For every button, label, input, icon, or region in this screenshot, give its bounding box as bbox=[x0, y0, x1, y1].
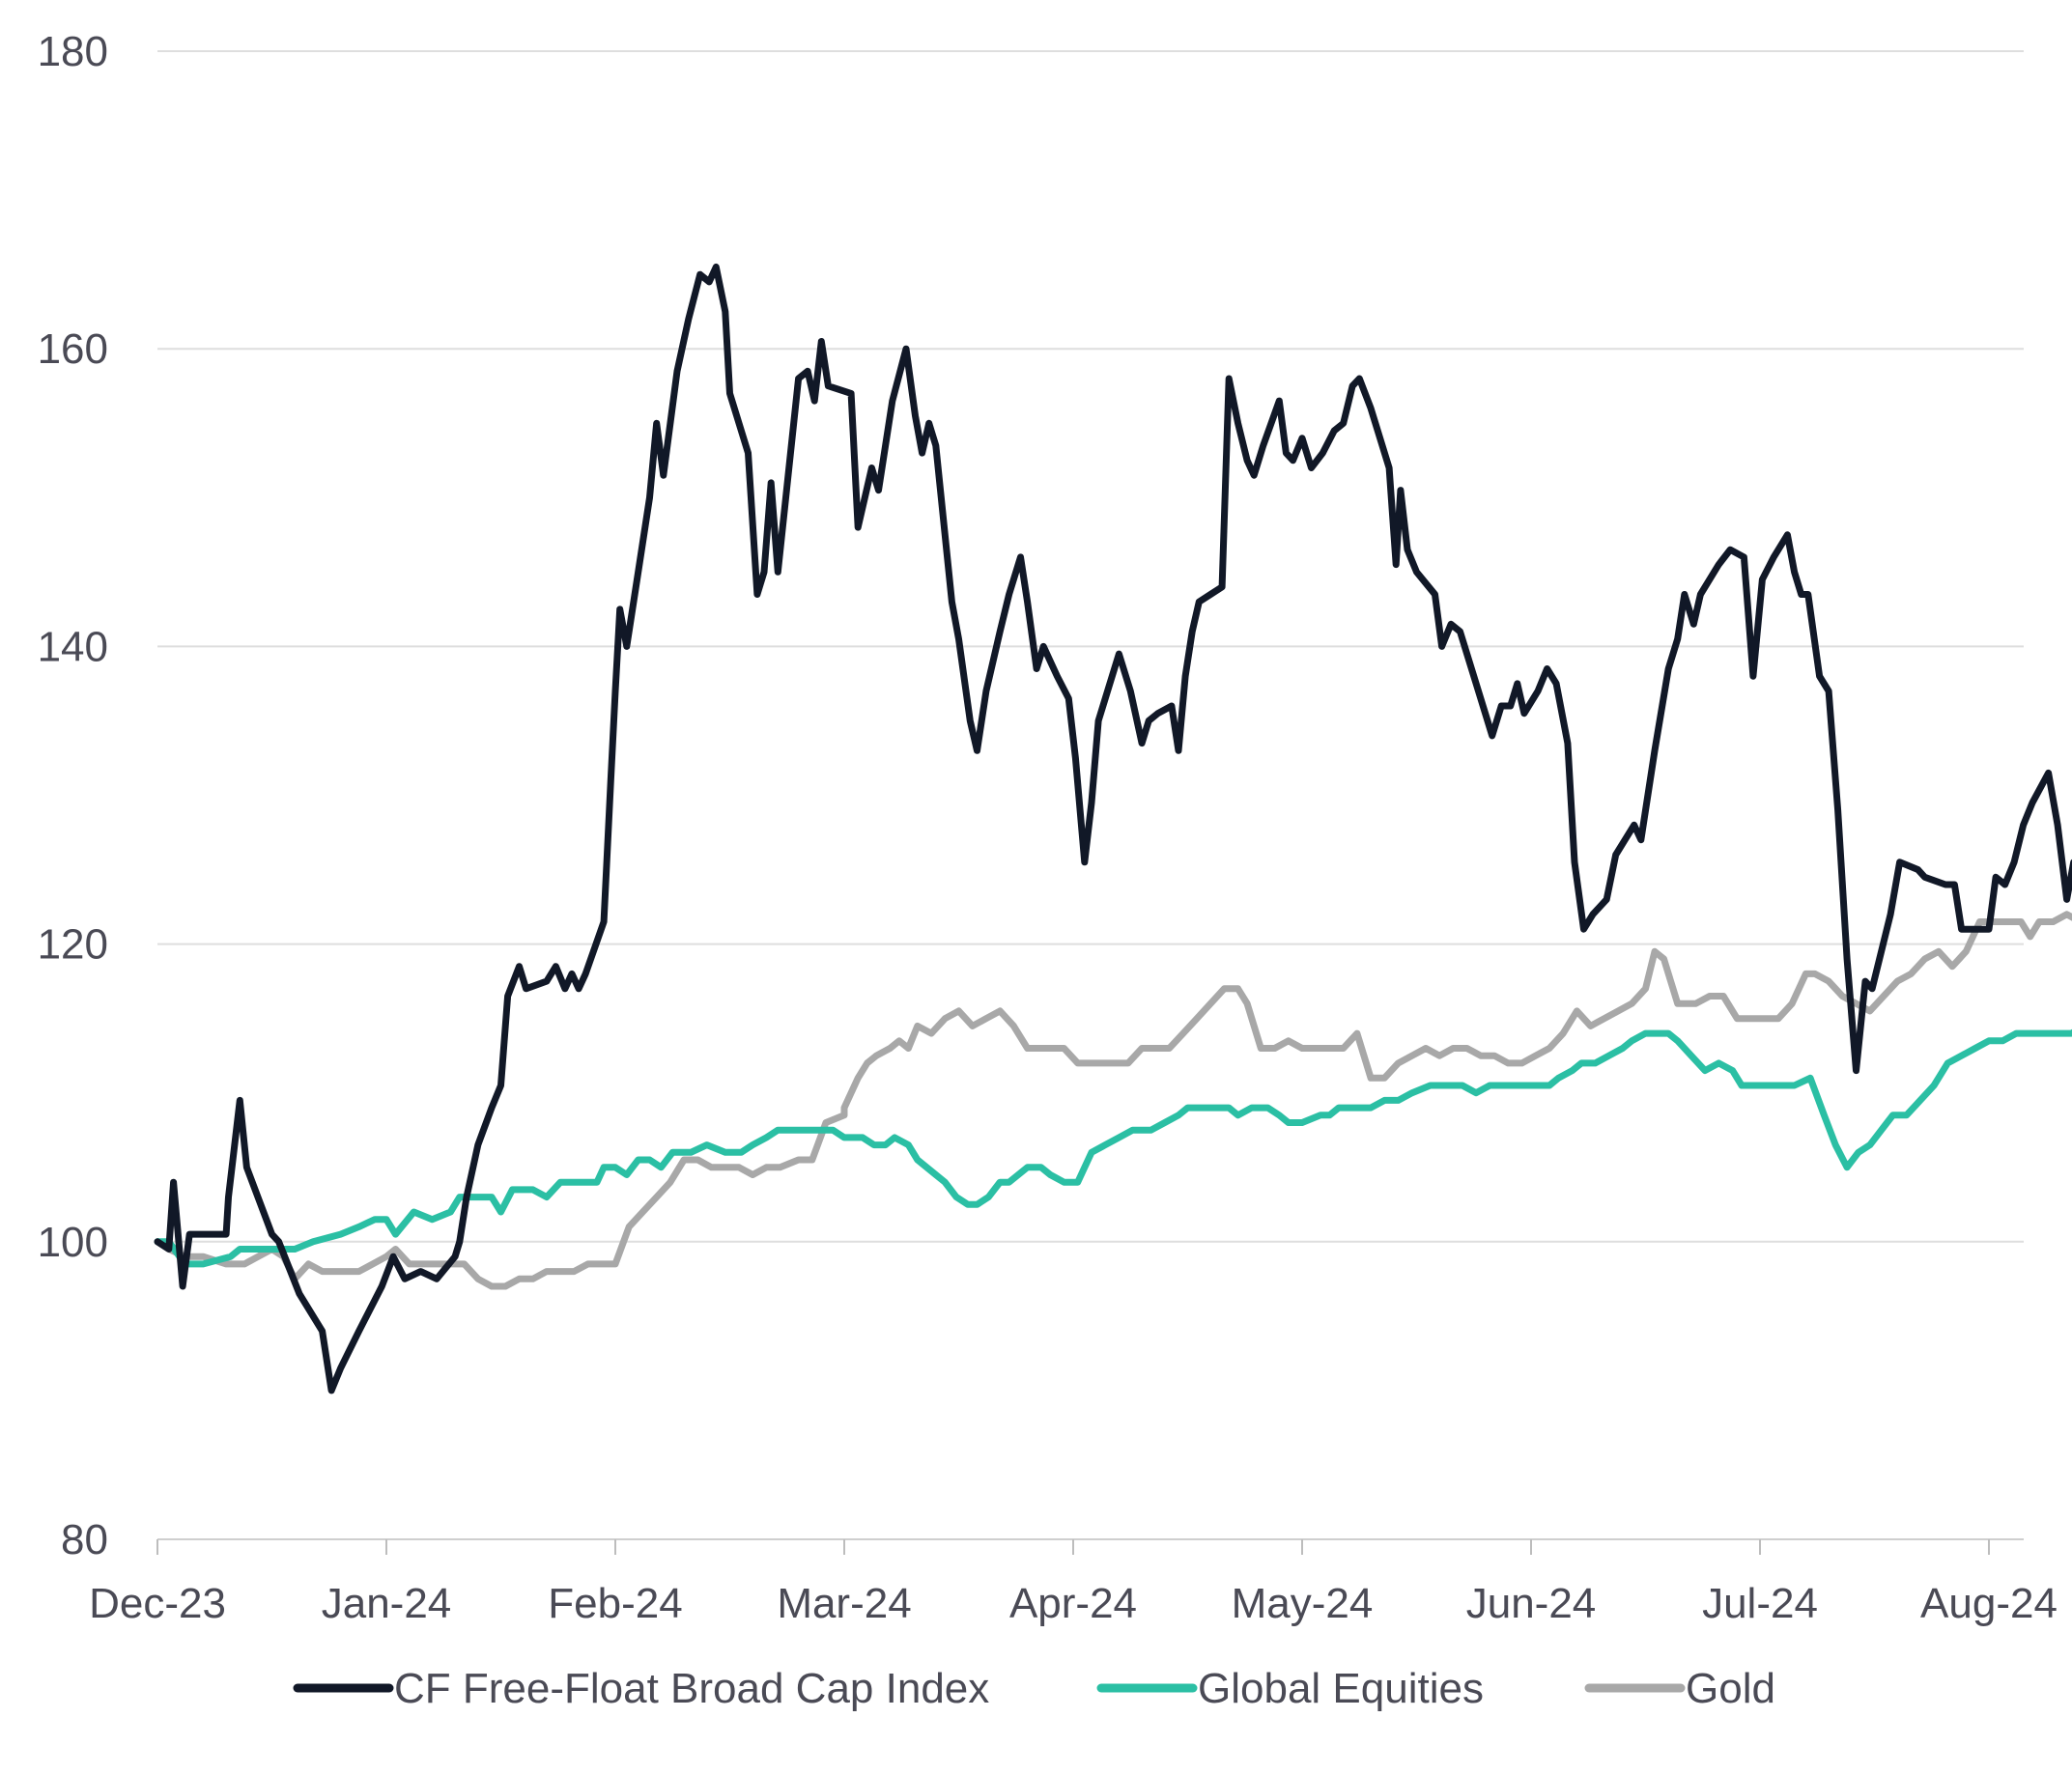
y-tick-label: 160 bbox=[38, 325, 108, 373]
legend-label: Gold bbox=[1686, 1665, 1775, 1712]
y-tick-label: 180 bbox=[38, 28, 108, 75]
x-tick-label: Jan-24 bbox=[322, 1580, 452, 1627]
series-line-gold bbox=[154, 911, 2072, 1290]
y-tick-label: 140 bbox=[38, 623, 108, 670]
legend-label: CF Free-Float Broad Cap Index bbox=[394, 1665, 989, 1712]
x-tick-label: May-24 bbox=[1232, 1580, 1374, 1627]
legend-label: Global Equities bbox=[1198, 1665, 1484, 1712]
x-tick-label: Aug-24 bbox=[1920, 1580, 2058, 1627]
x-tick-label: Mar-24 bbox=[777, 1580, 911, 1627]
y-tick-label: 120 bbox=[38, 921, 108, 969]
x-tick-label: Jun-24 bbox=[1466, 1580, 1597, 1627]
series-line-cf-free-float-broad-cap-index bbox=[154, 263, 2072, 1394]
series-layer bbox=[154, 263, 2072, 1394]
legend-item: Global Equities bbox=[1096, 1665, 1484, 1712]
legend: CF Free-Float Broad Cap Index Global Equi… bbox=[293, 1665, 1775, 1712]
x-tick-label: Jul-24 bbox=[1702, 1580, 1818, 1627]
x-tick-label: Dec-23 bbox=[89, 1580, 226, 1627]
legend-item: Gold bbox=[1584, 1665, 1775, 1712]
series-line-global-equities bbox=[154, 1028, 2072, 1268]
x-tick-label: Feb-24 bbox=[548, 1580, 682, 1627]
axes: 80 100 120 140 160 180 Dec-23 Jan-24 Feb-24 Mar-2… bbox=[38, 28, 2058, 1627]
y-tick-label: 100 bbox=[38, 1219, 108, 1266]
x-tick-label: Apr-24 bbox=[1009, 1580, 1137, 1627]
gridlines bbox=[157, 50, 2024, 1243]
y-tick-label: 80 bbox=[61, 1516, 108, 1563]
legend-item: CF Free-Float Broad Cap Index bbox=[293, 1665, 989, 1712]
